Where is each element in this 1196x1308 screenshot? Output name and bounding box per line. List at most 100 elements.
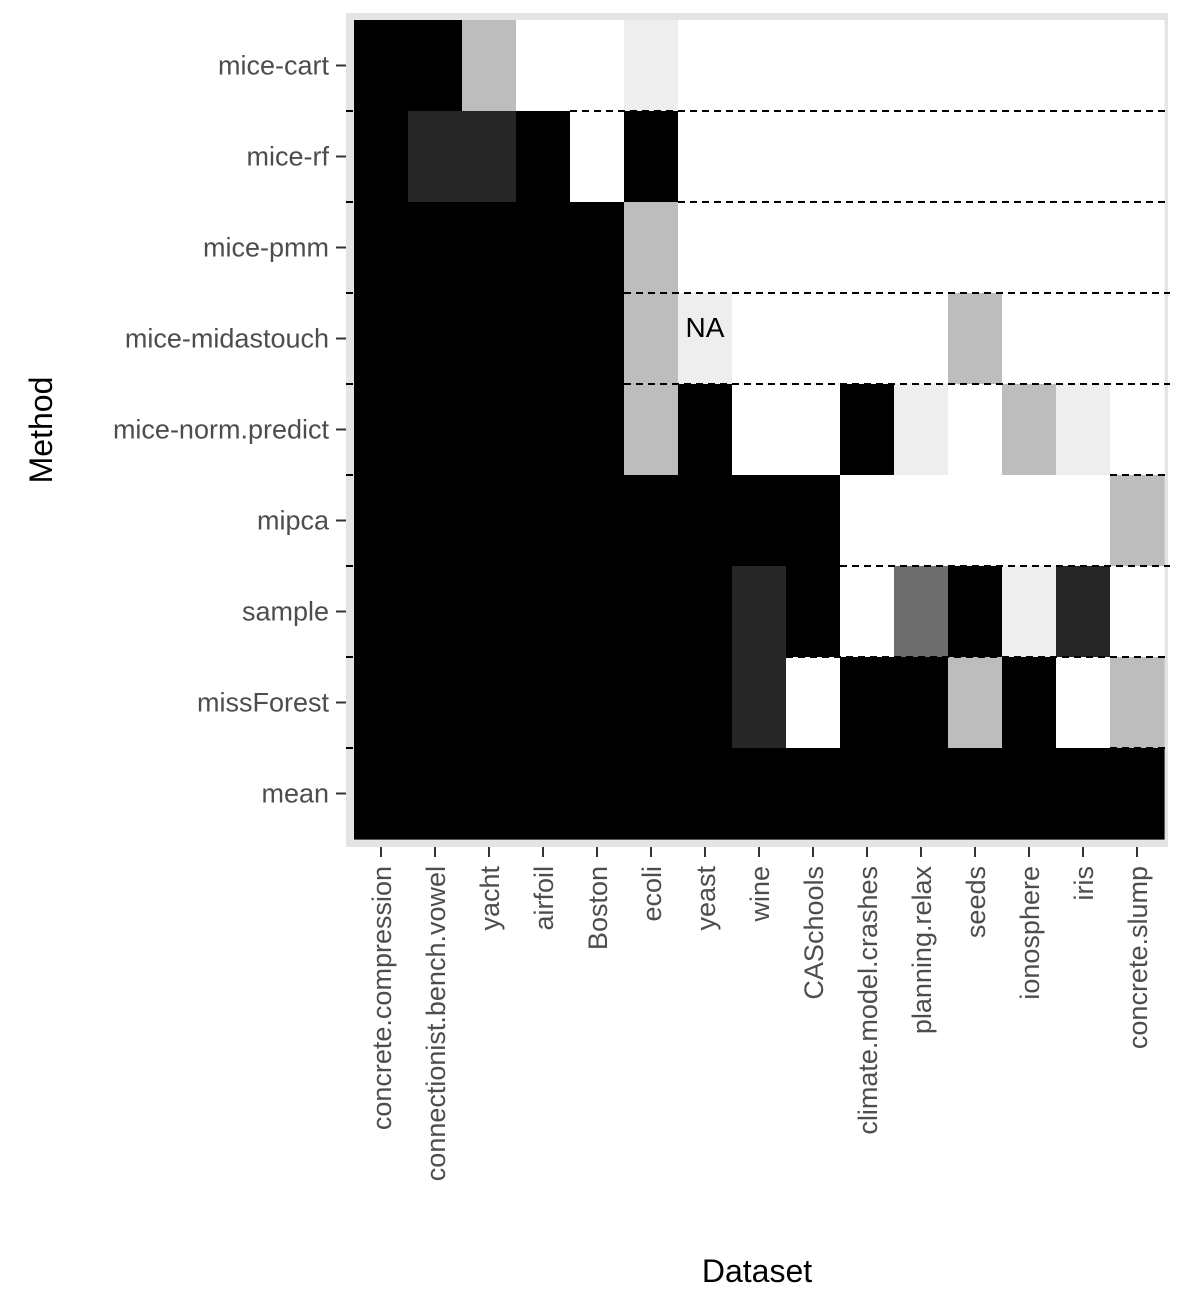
- heatmap-cell: [1002, 384, 1057, 476]
- dashed-boundaries: [570, 110, 1170, 749]
- heatmap-cell: [570, 566, 625, 658]
- heatmap-cell: [354, 748, 409, 840]
- heatmap-cell: [408, 566, 463, 658]
- x-tick-label: ecoli: [637, 866, 667, 922]
- heatmap-cell: [516, 657, 571, 749]
- x-tick-label: Boston: [583, 866, 613, 950]
- x-tick-label: airfoil: [529, 866, 559, 931]
- heatmap-cell: [354, 20, 409, 112]
- heatmap-cell: [516, 748, 571, 840]
- heatmap-cell: [948, 475, 1003, 567]
- heatmap-cell: [894, 475, 949, 567]
- heatmap-cell: [624, 20, 679, 112]
- x-tick-label: CASchools: [799, 866, 829, 1000]
- heatmap-cell: [894, 20, 949, 112]
- heatmap-cell: [462, 566, 517, 658]
- heatmap-cell: [948, 111, 1003, 203]
- heatmap-cell: [678, 475, 733, 567]
- heatmap-cell: [624, 475, 679, 567]
- heatmap-cell: [894, 111, 949, 203]
- heatmap-cell: [732, 657, 787, 749]
- heatmap-cell: [840, 111, 895, 203]
- annotations: NA: [686, 312, 725, 343]
- heatmap-cell: [516, 384, 571, 476]
- y-axis-title: Method: [23, 377, 59, 484]
- y-tick-label: mice-norm.predict: [113, 415, 330, 445]
- heatmap-cell: [462, 748, 517, 840]
- heatmap-cell: [570, 657, 625, 749]
- heatmap-cell: [948, 657, 1003, 749]
- heatmap-cell: [462, 111, 517, 203]
- heatmap-cell: [462, 293, 517, 385]
- heatmap-cell: [354, 111, 409, 203]
- y-axis: mice-cart mice-rf mice-pmm mice-midastouch m…: [113, 51, 356, 809]
- heatmap-cell: [1056, 748, 1111, 840]
- heatmap-cell: [570, 293, 625, 385]
- y-tick-label: mice-midastouch: [125, 324, 329, 354]
- heatmap-cell: [840, 384, 895, 476]
- heatmap-cell: [624, 384, 679, 476]
- x-tick-label: ionosphere: [1015, 866, 1045, 1000]
- x-tick-label: concrete.slump: [1123, 866, 1153, 1049]
- heatmap-cell: [516, 475, 571, 567]
- y-tick-label: mice-rf: [247, 142, 330, 172]
- heatmap-cell: [1002, 748, 1057, 840]
- heatmap-cell: [354, 384, 409, 476]
- heatmap-cell: [786, 748, 841, 840]
- x-tick-label: yacht: [475, 866, 505, 931]
- heatmap-cell: [1110, 566, 1165, 658]
- heatmap-cell: [840, 748, 895, 840]
- heatmap-cell: [462, 657, 517, 749]
- heatmap-cell: [516, 202, 571, 294]
- heatmap-cell: [678, 657, 733, 749]
- heatmap-cell: [840, 202, 895, 294]
- heatmap-cell: [1056, 657, 1111, 749]
- heatmap-cell: [786, 293, 841, 385]
- heatmap-cell: [786, 566, 841, 658]
- heatmap-cell: [408, 384, 463, 476]
- heatmap-cell: [894, 202, 949, 294]
- heatmap-cell: [1002, 566, 1057, 658]
- x-tick-label: wine: [745, 866, 775, 923]
- heatmap-cell: [894, 384, 949, 476]
- heatmap-cell: [570, 748, 625, 840]
- x-axis-title: Dataset: [702, 1253, 812, 1289]
- heatmap-cell: [1002, 293, 1057, 385]
- heatmap-cell: [948, 566, 1003, 658]
- heatmap-cell: [1056, 293, 1111, 385]
- heatmap-cell: [786, 111, 841, 203]
- heatmap-cell: [948, 384, 1003, 476]
- heatmap-cell: [462, 20, 517, 112]
- heatmap-cell: [1002, 20, 1057, 112]
- x-tick-label: climate.model.crashes: [853, 866, 883, 1135]
- heatmap-cell: [1056, 475, 1111, 567]
- x-tick-label: iris: [1069, 866, 1099, 901]
- heatmap-cell: [732, 202, 787, 294]
- heatmap-cell: [1110, 475, 1165, 567]
- heatmap-cell: [624, 657, 679, 749]
- heatmap-cell: [732, 293, 787, 385]
- heatmap-cell: [570, 202, 625, 294]
- heatmap-cell: [1002, 657, 1057, 749]
- heatmap-cell: [354, 657, 409, 749]
- heatmap-cell: [1110, 111, 1165, 203]
- heatmap-cell: [732, 111, 787, 203]
- heatmap-cell: [732, 748, 787, 840]
- y-tick-label: mice-pmm: [203, 233, 329, 263]
- x-tick-label: connectionist.bench.vowel: [421, 866, 451, 1181]
- heatmap-cell: [840, 475, 895, 567]
- heatmap-cell: [354, 566, 409, 658]
- heatmap-cell: [840, 20, 895, 112]
- y-tick-label: mean: [261, 779, 329, 809]
- heatmap-cell: [732, 566, 787, 658]
- x-tick-label: seeds: [961, 866, 991, 938]
- heatmap-cells: [354, 20, 1165, 840]
- heatmap-cell: [516, 566, 571, 658]
- heatmap-cell: [1056, 566, 1111, 658]
- heatmap-cell: [1002, 111, 1057, 203]
- heatmap-cell: [948, 20, 1003, 112]
- heatmap-cell: [408, 475, 463, 567]
- heatmap-cell: [624, 111, 679, 203]
